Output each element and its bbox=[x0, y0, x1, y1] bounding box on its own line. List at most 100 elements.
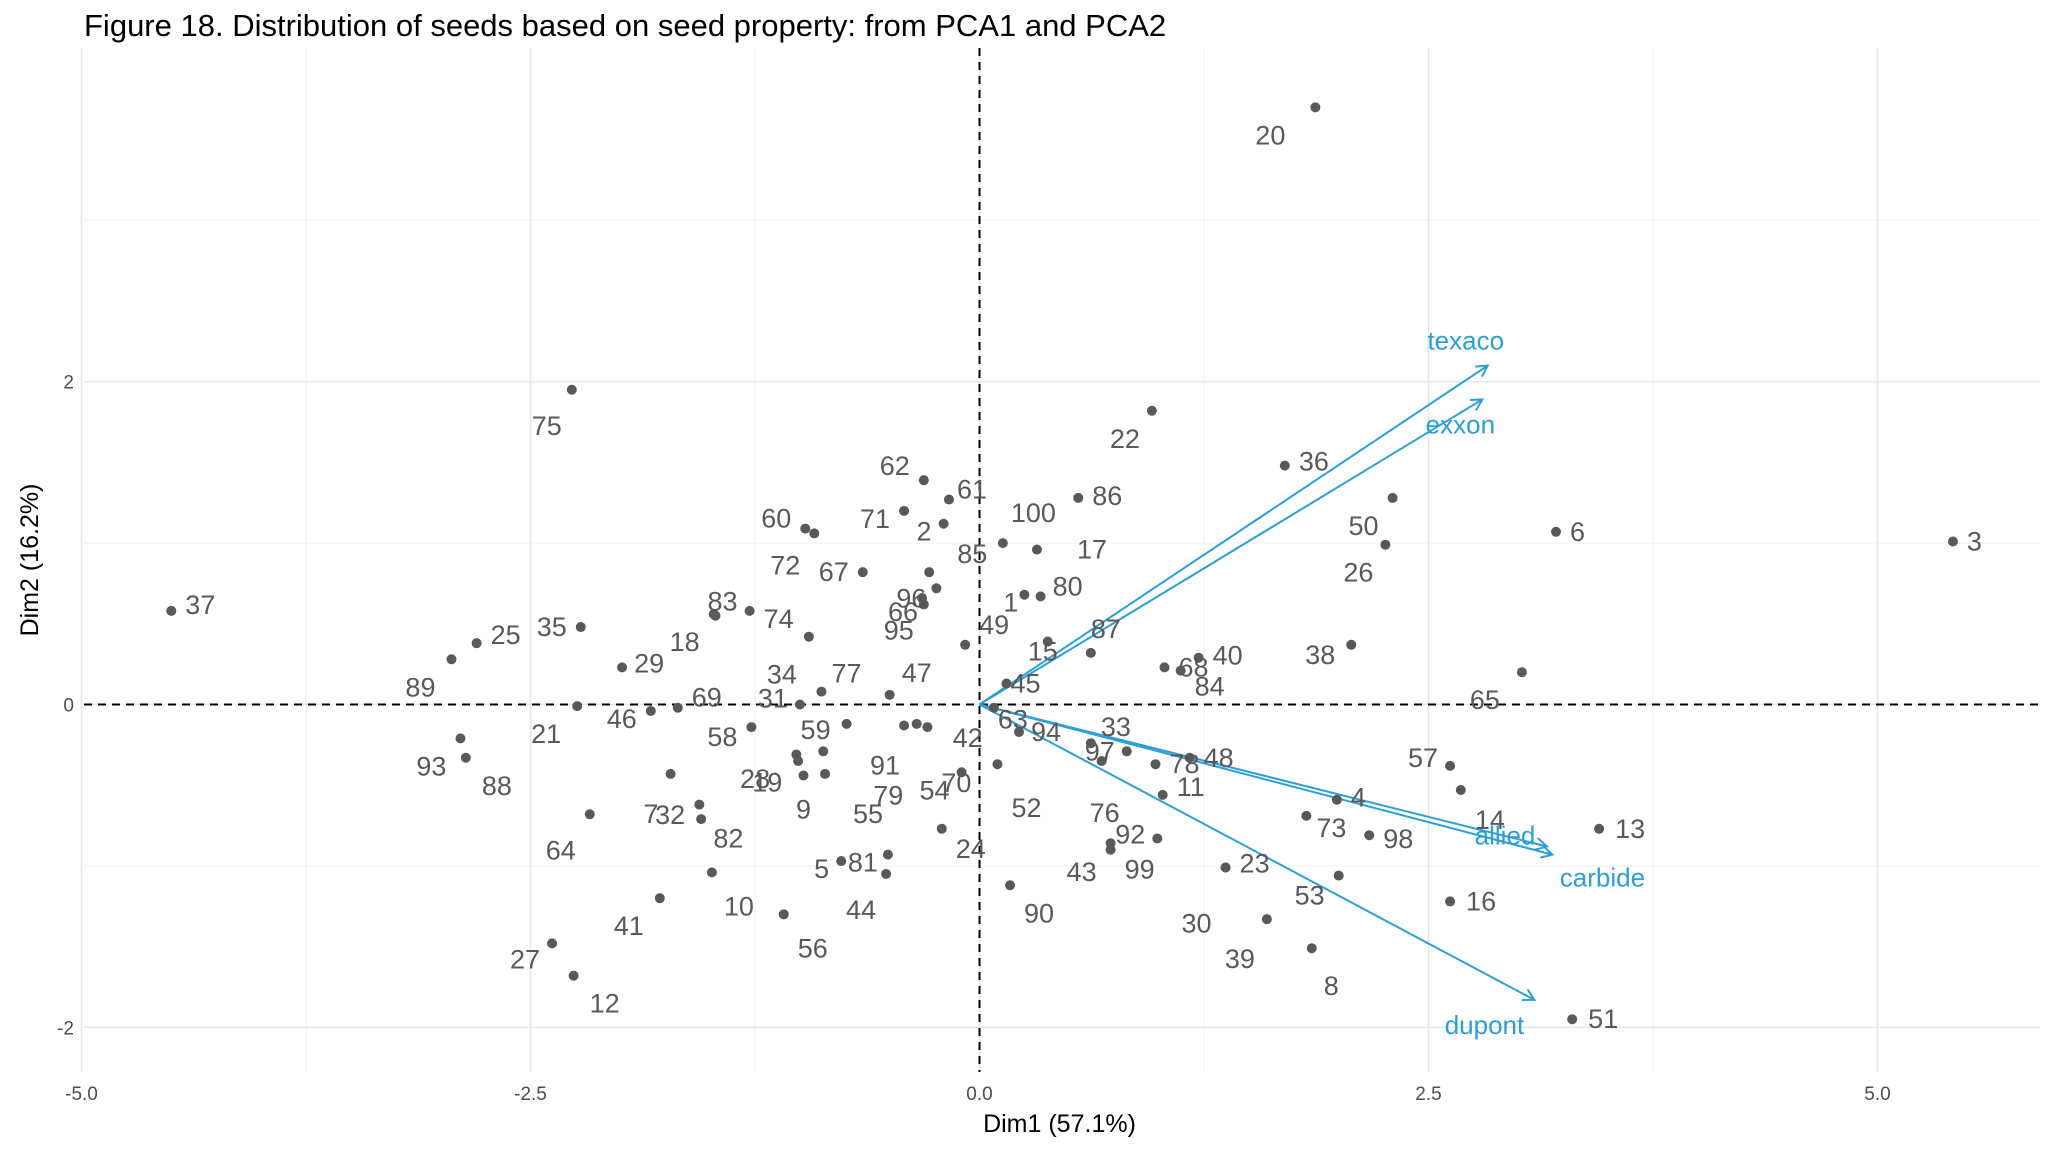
point-label-97: 97 bbox=[1085, 736, 1115, 766]
data-point-81 bbox=[882, 849, 893, 860]
point-label-85: 85 bbox=[957, 539, 987, 569]
point-label-59: 59 bbox=[801, 715, 831, 745]
y-axis-title: Dim2 (16.2%) bbox=[16, 484, 44, 637]
data-point-15 bbox=[1042, 636, 1053, 647]
point-label-53: 53 bbox=[1295, 881, 1325, 911]
point-label-3: 3 bbox=[1967, 526, 1982, 556]
data-point-7 bbox=[665, 768, 676, 779]
data-point-65 bbox=[1516, 667, 1527, 678]
data-point-11 bbox=[1157, 789, 1168, 800]
point-label-19: 19 bbox=[752, 768, 782, 798]
point-label-95: 95 bbox=[884, 615, 914, 645]
data-point-44 bbox=[881, 868, 892, 879]
data-point-99 bbox=[1105, 838, 1116, 849]
data-point-68 bbox=[1159, 662, 1170, 673]
data-point-50 bbox=[1387, 492, 1398, 503]
point-label-38: 38 bbox=[1305, 640, 1335, 670]
data-point-77 bbox=[816, 686, 827, 697]
data-point-31 bbox=[794, 699, 805, 710]
point-label-26: 26 bbox=[1343, 558, 1373, 588]
point-label-33: 33 bbox=[1101, 712, 1131, 742]
point-label-40: 40 bbox=[1213, 641, 1243, 671]
data-point-26 bbox=[1380, 539, 1391, 550]
data-point-57 bbox=[1445, 760, 1456, 771]
point-label-78: 78 bbox=[1170, 749, 1200, 779]
point-label-1: 1 bbox=[1003, 588, 1018, 618]
point-label-70: 70 bbox=[941, 768, 971, 798]
point-label-14: 14 bbox=[1475, 805, 1505, 835]
variable-label-exxon: exxon bbox=[1426, 409, 1495, 439]
data-point-54 bbox=[956, 767, 967, 778]
point-label-66: 66 bbox=[888, 597, 918, 627]
point-label-7: 7 bbox=[644, 799, 659, 829]
y-tick-label: -2 bbox=[57, 1018, 74, 1039]
data-point-91 bbox=[899, 720, 910, 731]
point-label-94: 94 bbox=[1031, 717, 1061, 747]
data-point-85 bbox=[924, 567, 935, 578]
point-label-17: 17 bbox=[1077, 535, 1107, 565]
point-label-27: 27 bbox=[510, 944, 540, 974]
point-label-48: 48 bbox=[1204, 743, 1234, 773]
point-label-30: 30 bbox=[1182, 909, 1212, 939]
y-tick-label: 2 bbox=[63, 373, 74, 394]
data-point-98 bbox=[1364, 830, 1375, 841]
x-tick-label: -5.0 bbox=[65, 1084, 98, 1105]
x-tick-label: 5.0 bbox=[1864, 1084, 1890, 1105]
point-label-41: 41 bbox=[614, 911, 644, 941]
point-label-74: 74 bbox=[764, 604, 794, 634]
point-label-37: 37 bbox=[185, 590, 215, 620]
data-point-76 bbox=[1096, 755, 1107, 766]
point-label-87: 87 bbox=[1091, 614, 1121, 644]
point-label-91: 91 bbox=[870, 750, 900, 780]
data-point-60 bbox=[800, 523, 811, 534]
data-point-92 bbox=[1152, 833, 1163, 844]
point-label-4: 4 bbox=[1351, 783, 1366, 813]
point-label-89: 89 bbox=[405, 672, 435, 702]
point-label-77: 77 bbox=[831, 659, 861, 689]
data-point-51 bbox=[1567, 1014, 1578, 1025]
point-label-71: 71 bbox=[860, 504, 890, 534]
data-point-62 bbox=[918, 475, 929, 486]
point-label-25: 25 bbox=[491, 620, 521, 650]
point-label-31: 31 bbox=[758, 684, 788, 714]
data-point-28 bbox=[793, 755, 804, 766]
point-label-13: 13 bbox=[1615, 814, 1645, 844]
point-label-69: 69 bbox=[692, 683, 722, 713]
point-label-23: 23 bbox=[1240, 849, 1270, 879]
point-label-42: 42 bbox=[953, 723, 983, 753]
x-axis-title: Dim1 (57.1%) bbox=[983, 1110, 1136, 1138]
point-label-58: 58 bbox=[707, 722, 737, 752]
data-point-3 bbox=[1947, 536, 1958, 547]
point-label-28: 28 bbox=[740, 764, 770, 794]
data-point-20 bbox=[1310, 102, 1321, 113]
point-label-64: 64 bbox=[546, 835, 576, 865]
data-point-27 bbox=[547, 938, 558, 949]
point-label-75: 75 bbox=[532, 411, 562, 441]
variable-arrow-exxon bbox=[978, 399, 1483, 706]
data-point-16 bbox=[1445, 896, 1456, 907]
data-point-34 bbox=[803, 631, 814, 642]
data-point-30 bbox=[1220, 862, 1231, 873]
variable-arrow-carbide bbox=[979, 703, 1553, 855]
data-point-6 bbox=[1551, 526, 1562, 537]
point-label-39: 39 bbox=[1225, 944, 1255, 974]
point-label-9: 9 bbox=[796, 795, 811, 825]
data-point-67 bbox=[857, 567, 868, 578]
point-label-18: 18 bbox=[670, 627, 700, 657]
data-point-58 bbox=[746, 722, 757, 733]
grid-layer bbox=[80, 48, 2040, 1072]
data-point-97 bbox=[1121, 746, 1132, 757]
data-point-36 bbox=[1279, 460, 1290, 471]
point-label-72: 72 bbox=[770, 550, 800, 580]
data-point-22 bbox=[1146, 405, 1157, 416]
point-label-57: 57 bbox=[1408, 743, 1438, 773]
variable-label-allied: allied bbox=[1475, 821, 1536, 851]
point-label-16: 16 bbox=[1466, 886, 1496, 916]
data-point-45 bbox=[1001, 678, 1012, 689]
data-point-35 bbox=[575, 622, 586, 633]
data-point-9 bbox=[798, 770, 809, 781]
data-point-32 bbox=[696, 814, 707, 825]
point-label-34: 34 bbox=[767, 660, 797, 690]
axes: Dim1 (57.1%) Dim2 (16.2%) -5.0 -2.5 0.0 2.5… bbox=[16, 373, 1891, 1138]
